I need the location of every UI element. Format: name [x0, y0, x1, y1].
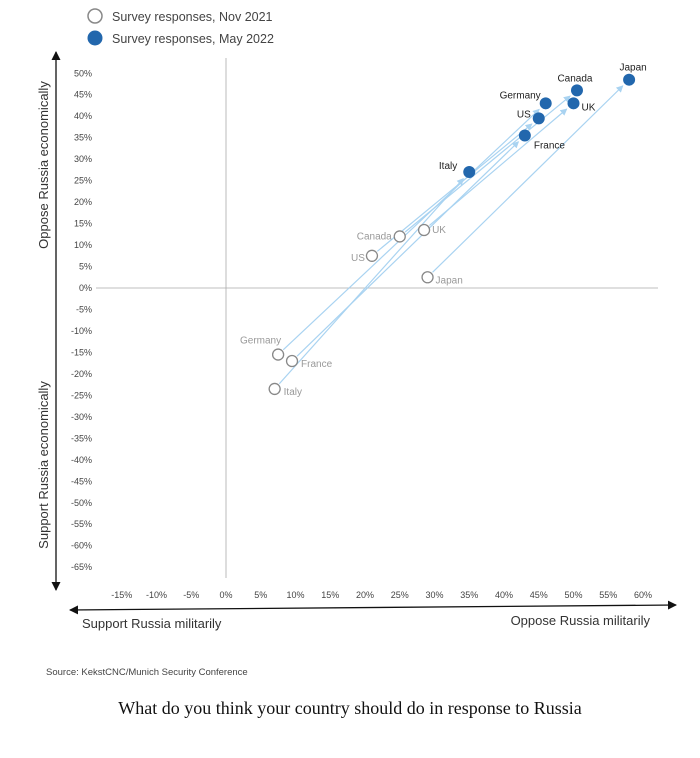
- point-nov-2021: [365, 249, 379, 262]
- change-arrow: [282, 108, 540, 351]
- axes: Oppose Russia economically Support Russia…: [36, 51, 677, 631]
- point-label-nov-2021: Canada: [357, 231, 392, 242]
- point-nov-2021: [285, 354, 299, 368]
- source-note: Source: KekstCNC/Munich Security Confere…: [46, 667, 248, 678]
- y-tick-label: -20%: [71, 369, 92, 379]
- point-label-may-2022: Japan: [619, 63, 646, 74]
- x-tick-label: 5%: [254, 590, 267, 600]
- point-labels: Canada UK US Japan Germany France Italy Japan Ca…: [240, 63, 647, 398]
- chart: Survey responses, Nov 2021 Survey respons…: [36, 8, 677, 631]
- x-tick-label: 35%: [460, 590, 478, 600]
- point-label-nov-2021: UK: [432, 225, 446, 236]
- y-tick-label: 35%: [74, 133, 92, 143]
- point-label-nov-2021: Italy: [284, 387, 302, 398]
- y-tick-label: -60%: [71, 541, 92, 551]
- point-may-2022: [518, 129, 531, 142]
- point-may-2022: [567, 97, 580, 110]
- legend: Survey responses, Nov 2021 Survey respons…: [87, 8, 274, 46]
- legend-filled-marker: [87, 30, 103, 46]
- x-tick-label: 40%: [495, 590, 513, 600]
- point-label-may-2022: US: [517, 109, 531, 120]
- y-tick-label: -65%: [71, 562, 92, 572]
- point-label-nov-2021: Germany: [240, 336, 281, 347]
- x-tick-label: 50%: [564, 590, 582, 600]
- y-tick-label: 5%: [79, 262, 92, 272]
- y-tick-label: -55%: [71, 519, 92, 529]
- legend-label-nov-2021: Survey responses, Nov 2021: [112, 10, 273, 24]
- x-tick-label: 25%: [391, 590, 409, 600]
- zero-lines: [96, 58, 658, 578]
- x-tick-label: 20%: [356, 590, 374, 600]
- y-tick-labels: 50% 45% 40% 35% 30% 25% 20% 15% 10% 5% 0% -5% -10% -1…: [71, 68, 92, 572]
- point-may-2022: [570, 84, 583, 97]
- x-tick-label: 30%: [425, 590, 443, 600]
- x-axis-arrow: [69, 600, 677, 615]
- x-tick-label: -5%: [183, 590, 199, 600]
- y-tick-label: -15%: [71, 347, 92, 357]
- y-tick-label: -10%: [71, 326, 92, 336]
- y-tick-label: -25%: [71, 390, 92, 400]
- y-axis-bottom-label: Support Russia economically: [36, 381, 51, 549]
- point-nov-2021: [417, 223, 431, 237]
- point-label-may-2022: France: [534, 141, 566, 152]
- point-may-2022: [463, 166, 476, 179]
- y-tick-label: 15%: [74, 219, 92, 229]
- y-tick-label: 30%: [74, 154, 92, 164]
- x-tick-label: 0%: [219, 590, 232, 600]
- y-tick-label: 25%: [74, 176, 92, 186]
- point-nov-2021: [268, 382, 281, 396]
- point-may-2022: [539, 97, 552, 110]
- x-tick-label: 55%: [599, 590, 617, 600]
- legend-label-may-2022: Survey responses, May 2022: [112, 32, 274, 46]
- change-arrow: [296, 141, 520, 357]
- y-tick-label: -45%: [71, 476, 92, 486]
- y-tick-label: 20%: [74, 197, 92, 207]
- y-tick-label: 40%: [74, 111, 92, 121]
- point-nov-2021: [271, 348, 285, 361]
- x-axis-right-label: Oppose Russia militarily: [511, 613, 651, 628]
- y-tick-label: -30%: [71, 412, 92, 422]
- change-arrow: [278, 177, 464, 385]
- point-may-2022: [623, 73, 636, 86]
- point-label-may-2022: UK: [582, 102, 596, 113]
- x-tick-label: 60%: [634, 590, 652, 600]
- y-tick-label: -50%: [71, 498, 92, 508]
- point-label-may-2022: Canada: [557, 73, 592, 84]
- x-tick-label: 10%: [286, 590, 304, 600]
- x-tick-label: -10%: [146, 590, 167, 600]
- y-tick-label: 0%: [79, 283, 92, 293]
- point-nov-2021: [421, 271, 434, 284]
- y-tick-label: -5%: [76, 304, 92, 314]
- point-label-nov-2021: Japan: [436, 275, 463, 286]
- change-arrow: [432, 85, 624, 273]
- point-label-nov-2021: France: [301, 359, 333, 370]
- y-tick-label: 45%: [74, 90, 92, 100]
- point-label-may-2022: Italy: [439, 161, 457, 172]
- data-points: [268, 73, 636, 396]
- x-tick-labels: -15% -10% -5% 0% 5% 10% 15% 20% 25% 30% 35% 40% 45% 5…: [111, 590, 652, 600]
- x-tick-label: 15%: [321, 590, 339, 600]
- x-tick-label: -15%: [111, 590, 132, 600]
- caption: What do you think your country should do…: [118, 698, 582, 718]
- point-label-may-2022: Germany: [500, 90, 541, 101]
- legend-hollow-marker: [87, 8, 103, 24]
- x-tick-label: 45%: [530, 590, 548, 600]
- point-nov-2021: [393, 230, 406, 243]
- y-axis-top-label: Oppose Russia economically: [36, 81, 51, 249]
- y-tick-label: 50%: [74, 68, 92, 78]
- y-tick-label: -40%: [71, 455, 92, 465]
- point-label-nov-2021: US: [351, 253, 365, 264]
- y-tick-label: -35%: [71, 433, 92, 443]
- x-axis-left-label: Support Russia militarily: [82, 616, 222, 631]
- change-arrows: [278, 85, 624, 385]
- point-may-2022: [532, 112, 545, 125]
- y-tick-label: 10%: [74, 240, 92, 250]
